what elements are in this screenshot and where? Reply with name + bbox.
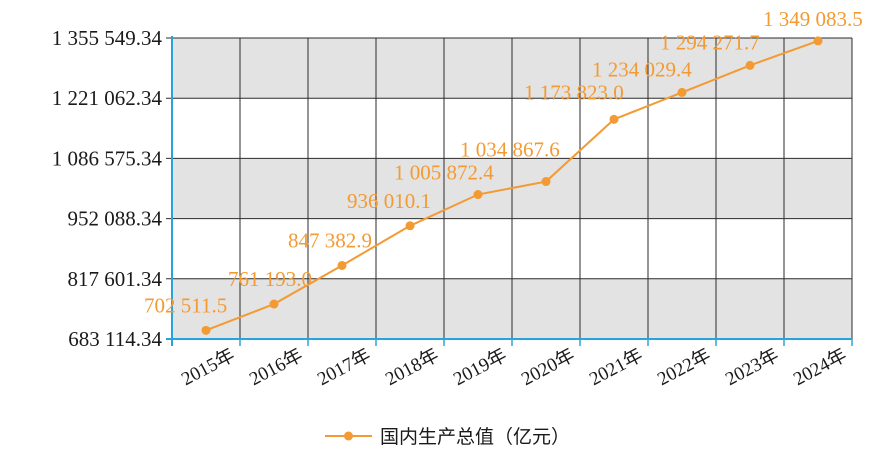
legend-label: 国内生产总值（亿元） <box>380 426 570 448</box>
data-label: 702 511.5 <box>144 293 227 317</box>
x-tick-label: 2017年 <box>314 344 375 390</box>
data-point <box>745 60 755 70</box>
data-point <box>337 260 347 270</box>
x-tick-label: 2021年 <box>586 344 647 390</box>
data-point <box>609 114 619 124</box>
data-point <box>541 177 551 187</box>
x-tick-label: 2020年 <box>518 344 579 390</box>
data-label: 936 010.1 <box>347 189 431 213</box>
legend: 国内生产总值（亿元） <box>325 426 570 448</box>
x-tick-label: 2018年 <box>382 344 443 390</box>
x-tick-label: 2024年 <box>790 344 851 390</box>
data-label: 1 173 823.0 <box>524 80 624 104</box>
data-label: 1 294 271.7 <box>660 30 760 54</box>
data-point <box>677 87 687 97</box>
y-tick-label: 1 355 549.34 <box>52 26 163 50</box>
data-point <box>473 190 483 200</box>
y-tick-label: 817 601.34 <box>68 267 163 291</box>
x-tick-label: 2015年 <box>178 344 239 390</box>
series-gdp <box>201 36 823 335</box>
data-label: 1 034 867.6 <box>460 138 560 162</box>
x-tick-label: 2023年 <box>722 344 783 390</box>
y-tick-label: 952 088.34 <box>68 207 163 231</box>
y-tick-label: 683 114.34 <box>68 327 162 351</box>
legend-marker <box>344 431 353 441</box>
data-label: 1 349 083.5 <box>763 7 863 31</box>
axes <box>166 36 853 346</box>
x-tick-label: 2022年 <box>654 344 715 390</box>
series-line <box>205 39 819 332</box>
y-axis-tick-labels: 683 114.34 817 601.34 952 088.34 1 086 575.… <box>52 26 163 351</box>
x-axis-tick-labels: 2015年 2016年 2017年 2018年 2019年 2020年 2021年 2022年… <box>178 344 851 390</box>
data-label: 847 382.9 <box>288 228 372 252</box>
y-tick-label: 1 086 575.34 <box>52 146 163 170</box>
data-label: 761 193.0 <box>228 267 312 291</box>
y-tick-label: 1 221 062.34 <box>52 86 163 110</box>
data-label: 1 234 029.4 <box>592 57 692 81</box>
data-label: 1 005 872.4 <box>394 161 494 185</box>
data-point <box>405 221 415 231</box>
data-point <box>201 325 211 335</box>
x-tick-label: 2019年 <box>450 344 511 390</box>
data-point <box>269 299 279 309</box>
x-tick-label: 2016年 <box>246 344 307 390</box>
data-point <box>813 36 823 46</box>
